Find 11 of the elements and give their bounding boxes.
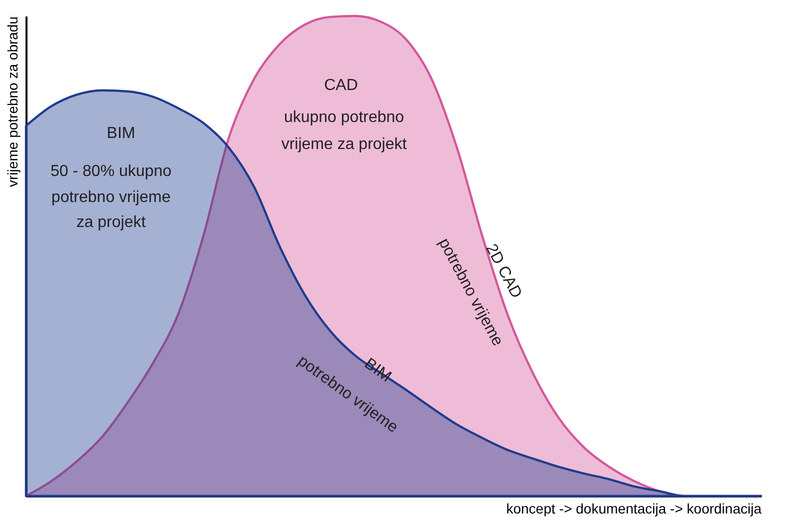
x-axis-title: koncept -> dokumentacija -> koordinacija xyxy=(506,500,762,516)
annotation: ukupno potrebno xyxy=(284,109,404,126)
series-label: BIM xyxy=(106,125,136,142)
y-axis-title: vrijeme potrebno za obradu xyxy=(4,16,20,187)
annotation: 2D CAD xyxy=(482,241,525,302)
annotation: za projekt xyxy=(76,214,146,231)
annotation: 50 - 80% ukupno xyxy=(50,163,172,180)
series-label: CAD xyxy=(324,77,358,94)
annotation: BIM xyxy=(361,355,394,386)
annotation: vrijeme za projekt xyxy=(281,136,408,153)
annotation: potrebno vrijeme xyxy=(51,189,171,206)
